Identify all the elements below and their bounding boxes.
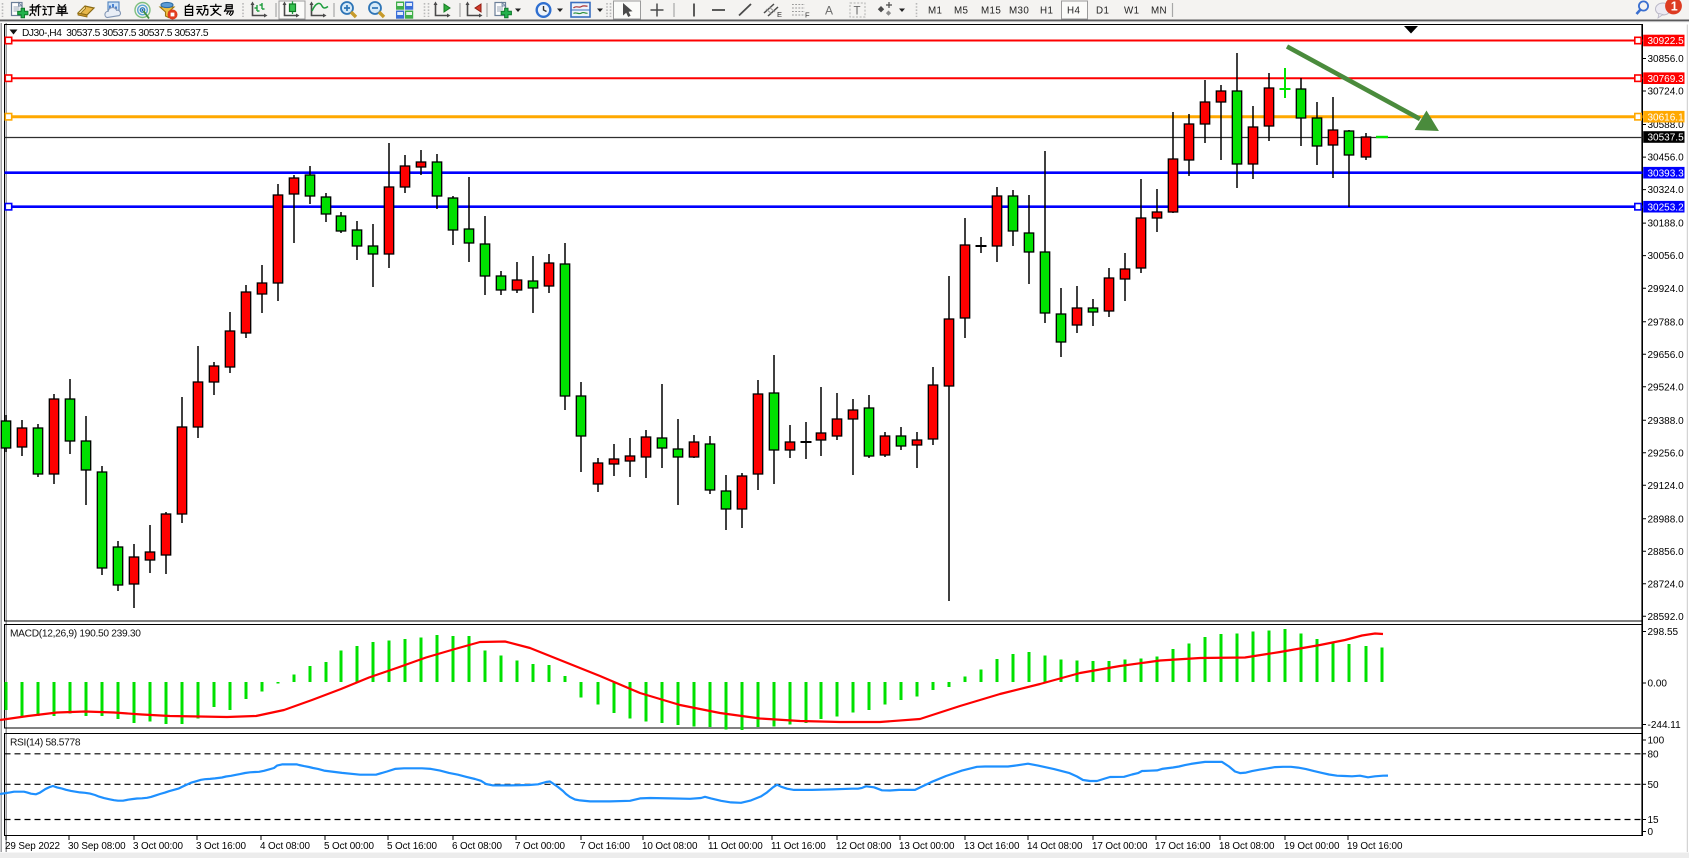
svg-text:30188.0: 30188.0 — [1648, 219, 1685, 230]
svg-text:6 Oct 08:00: 6 Oct 08:00 — [452, 841, 503, 852]
svg-text:11 Oct 16:00: 11 Oct 16:00 — [771, 841, 826, 852]
svg-text:29924.0: 29924.0 — [1648, 284, 1685, 295]
svg-text:30769.3: 30769.3 — [1648, 74, 1685, 85]
svg-text:19 Oct 00:00: 19 Oct 00:00 — [1284, 841, 1340, 852]
svg-text:14 Oct 08:00: 14 Oct 08:00 — [1027, 841, 1083, 852]
svg-text:50: 50 — [1648, 780, 1660, 791]
svg-text:A: A — [825, 4, 833, 18]
svg-text:3 Oct 00:00: 3 Oct 00:00 — [133, 841, 184, 852]
svg-text:30 Sep 08:00: 30 Sep 08:00 — [68, 841, 126, 852]
svg-text:-244.11: -244.11 — [1648, 720, 1682, 731]
svg-text:30253.2: 30253.2 — [1648, 202, 1685, 213]
svg-text:E: E — [777, 10, 782, 19]
svg-text:10 Oct 08:00: 10 Oct 08:00 — [642, 841, 698, 852]
svg-text:M15: M15 — [981, 6, 1001, 17]
svg-text:30922.5: 30922.5 — [1648, 36, 1685, 47]
svg-text:100: 100 — [1648, 736, 1665, 747]
svg-text:80: 80 — [1648, 749, 1660, 760]
svg-text:3 Oct 16:00: 3 Oct 16:00 — [196, 841, 247, 852]
svg-text:28592.0: 28592.0 — [1648, 612, 1685, 623]
svg-text:30324.0: 30324.0 — [1648, 185, 1685, 196]
svg-text:F: F — [805, 11, 810, 20]
svg-text:30456.0: 30456.0 — [1648, 153, 1685, 164]
svg-text:M5: M5 — [954, 6, 969, 17]
svg-text:W1: W1 — [1124, 6, 1140, 17]
svg-text:7 Oct 00:00: 7 Oct 00:00 — [515, 841, 566, 852]
svg-text:29388.0: 29388.0 — [1648, 416, 1685, 427]
svg-text:0: 0 — [1648, 827, 1654, 838]
svg-text:29124.0: 29124.0 — [1648, 481, 1685, 492]
svg-text:29524.0: 29524.0 — [1648, 382, 1685, 393]
svg-text:298.55: 298.55 — [1648, 627, 1679, 638]
svg-text:17 Oct 00:00: 17 Oct 00:00 — [1092, 841, 1148, 852]
svg-text:13 Oct 16:00: 13 Oct 16:00 — [964, 841, 1020, 852]
svg-text:T: T — [854, 6, 861, 18]
svg-text:30393.3: 30393.3 — [1648, 168, 1685, 179]
svg-text:30588.0: 30588.0 — [1648, 120, 1685, 131]
svg-text:30616.1: 30616.1 — [1648, 112, 1685, 123]
svg-text:M30: M30 — [1009, 6, 1029, 17]
svg-text:30856.0: 30856.0 — [1648, 54, 1685, 65]
svg-text:30537.5: 30537.5 — [1648, 133, 1685, 144]
svg-text:13 Oct 00:00: 13 Oct 00:00 — [899, 841, 955, 852]
svg-text:5 Oct 16:00: 5 Oct 16:00 — [387, 841, 438, 852]
svg-text:28724.0: 28724.0 — [1648, 579, 1685, 590]
svg-text:H1: H1 — [1040, 6, 1053, 17]
svg-text:29788.0: 29788.0 — [1648, 317, 1685, 328]
svg-text:12 Oct 08:00: 12 Oct 08:00 — [836, 841, 892, 852]
svg-text:M1: M1 — [928, 6, 942, 17]
svg-text:17 Oct 16:00: 17 Oct 16:00 — [1155, 841, 1211, 852]
svg-text:29256.0: 29256.0 — [1648, 448, 1685, 459]
svg-text:MACD(12,26,9) 190.50 239.30: MACD(12,26,9) 190.50 239.30 — [10, 629, 141, 640]
svg-text:30724.0: 30724.0 — [1648, 87, 1685, 98]
svg-text:H4: H4 — [1067, 6, 1080, 17]
svg-text:18 Oct 08:00: 18 Oct 08:00 — [1219, 841, 1275, 852]
svg-text:11 Oct 00:00: 11 Oct 00:00 — [708, 841, 763, 852]
svg-text:28988.0: 28988.0 — [1648, 514, 1685, 525]
svg-text:29 Sep 2022: 29 Sep 2022 — [5, 841, 60, 852]
svg-text:1: 1 — [1671, 0, 1678, 14]
svg-text:DJ30-,H4 30537.5 30537.5 3053: DJ30-,H4 30537.5 30537.5 30537.5 30537.5 — [22, 28, 209, 39]
svg-text:5 Oct 00:00: 5 Oct 00:00 — [324, 841, 375, 852]
svg-text:30056.0: 30056.0 — [1648, 251, 1685, 262]
svg-text:28856.0: 28856.0 — [1648, 547, 1685, 558]
svg-text:15: 15 — [1648, 815, 1660, 826]
svg-text:RSI(14) 58.5778: RSI(14) 58.5778 — [10, 738, 81, 749]
svg-text:0.00: 0.00 — [1648, 679, 1668, 690]
svg-text:MN: MN — [1151, 6, 1167, 17]
svg-text:4 Oct 08:00: 4 Oct 08:00 — [260, 841, 311, 852]
svg-text:D1: D1 — [1096, 6, 1109, 17]
svg-text:7 Oct 16:00: 7 Oct 16:00 — [580, 841, 631, 852]
svg-text:29656.0: 29656.0 — [1648, 350, 1685, 361]
svg-text:19 Oct 16:00: 19 Oct 16:00 — [1347, 841, 1403, 852]
